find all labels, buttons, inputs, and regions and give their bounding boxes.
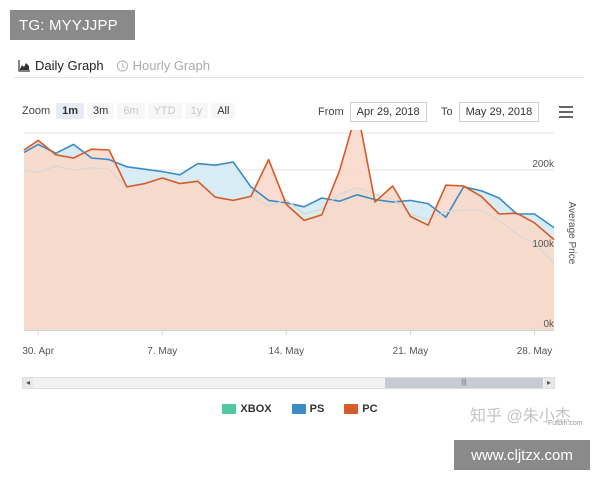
- legend: XBOX PS PC: [0, 403, 600, 415]
- legend-label-xbox: XBOX: [240, 403, 272, 415]
- legend-item-pc[interactable]: PC: [344, 403, 378, 415]
- clock-icon: [116, 59, 128, 72]
- y-axis-title: Average Price: [566, 202, 577, 265]
- x-tick-label: 30. Apr: [22, 346, 54, 357]
- y-tick-label: 100k: [532, 239, 555, 250]
- x-tick-label: 7. May: [147, 346, 177, 357]
- to-label: To: [441, 106, 453, 118]
- chart-svg: 0k 100k 200k 30. Apr 7. May 14. May 21. May 28.…: [22, 108, 577, 357]
- legend-label-ps: PS: [309, 403, 325, 415]
- y-tick-label: 0k: [543, 319, 555, 330]
- graph-tabs: Daily Graph Hourly Graph: [18, 54, 222, 76]
- zoom-1m-button[interactable]: 1m: [56, 103, 85, 119]
- legend-swatch-xbox: [222, 404, 237, 414]
- area-pc: [24, 109, 554, 330]
- from-date-input[interactable]: Apr 29, 2018: [349, 102, 427, 122]
- zoom-ytd-button[interactable]: YTD: [147, 103, 182, 119]
- hamburger-menu-icon[interactable]: [559, 106, 573, 118]
- zoom-3m-button[interactable]: 3m: [87, 103, 115, 119]
- y-tick-label: 200k: [532, 159, 555, 170]
- x-tick-label: 28. May: [517, 346, 553, 357]
- tab-hourly-label: Hourly Graph: [132, 57, 210, 73]
- zoom-all-button[interactable]: All: [211, 103, 236, 119]
- tab-daily-label: Daily Graph: [35, 57, 104, 73]
- x-tick-label: 21. May: [393, 346, 429, 357]
- futbin-watermark: Futbin.com: [548, 420, 583, 427]
- zoom-1y-button[interactable]: 1y: [184, 103, 209, 119]
- zoom-bar: Zoom 1m 3m 6m YTD 1y All: [22, 103, 238, 119]
- range-to: To May 29, 2018: [441, 102, 540, 122]
- legend-item-ps[interactable]: PS: [291, 403, 325, 415]
- line-xbox: [23, 165, 555, 264]
- navigator-scrollbar[interactable]: ◂ ||| ▸: [22, 377, 555, 389]
- range-from: From Apr 29, 2018: [318, 102, 427, 122]
- from-label: From: [318, 106, 344, 118]
- zhihu-watermark: 知乎 @朱小杰: [470, 408, 571, 425]
- site-url-badge: www.cljtzx.com: [454, 440, 590, 470]
- tabs-divider: [14, 77, 584, 78]
- scroll-handle[interactable]: |||: [385, 378, 543, 388]
- to-date-input[interactable]: May 29, 2018: [458, 102, 540, 122]
- legend-item-xbox[interactable]: XBOX: [222, 403, 272, 415]
- tab-hourly-graph[interactable]: Hourly Graph: [116, 58, 210, 73]
- tg-badge: TG: MYYJJPP: [10, 10, 135, 40]
- scroll-right-arrow-icon[interactable]: ▸: [544, 378, 554, 388]
- legend-label-pc: PC: [362, 403, 378, 415]
- line-pc: [23, 108, 555, 241]
- legend-swatch-pc: [344, 404, 359, 414]
- price-chart: 0k 100k 200k 30. Apr 7. May 14. May 21. May 28.…: [0, 108, 600, 380]
- legend-swatch-ps: [291, 404, 306, 414]
- x-tick-label: 14. May: [269, 346, 305, 357]
- scroll-left-arrow-icon[interactable]: ◂: [23, 378, 33, 388]
- chart-area-icon: [18, 59, 30, 72]
- tab-daily-graph[interactable]: Daily Graph: [18, 58, 104, 73]
- zoom-label: Zoom: [22, 105, 51, 117]
- zoom-6m-button[interactable]: 6m: [117, 103, 145, 119]
